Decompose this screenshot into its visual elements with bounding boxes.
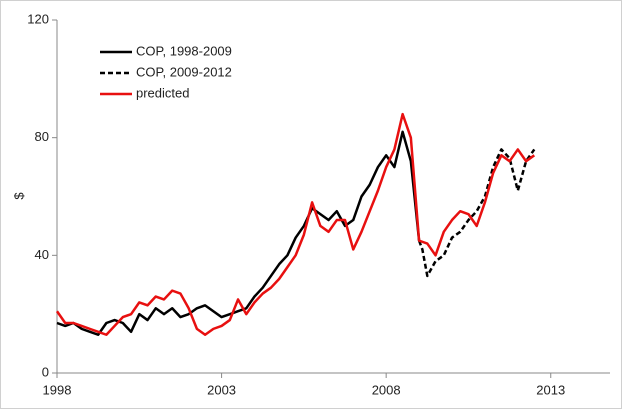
y-tick-label: 80 [35,129,49,144]
legend-label: COP, 1998-2009 [136,43,232,58]
series-line [417,148,536,278]
y-tick-label: 0 [42,364,49,379]
legend-label: COP, 2009-2012 [136,64,232,79]
y-axis-label: $ [11,192,26,200]
legend-label: predicted [136,85,189,100]
x-tick-label: 2008 [372,382,401,397]
x-tick-label: 2003 [207,382,236,397]
y-tick-label: 120 [27,11,49,26]
x-tick-label: 2013 [536,382,565,397]
series-line [56,130,421,337]
series-line [55,112,536,337]
y-tick-label: 40 [35,247,49,262]
x-tick-label: 1998 [43,382,72,397]
